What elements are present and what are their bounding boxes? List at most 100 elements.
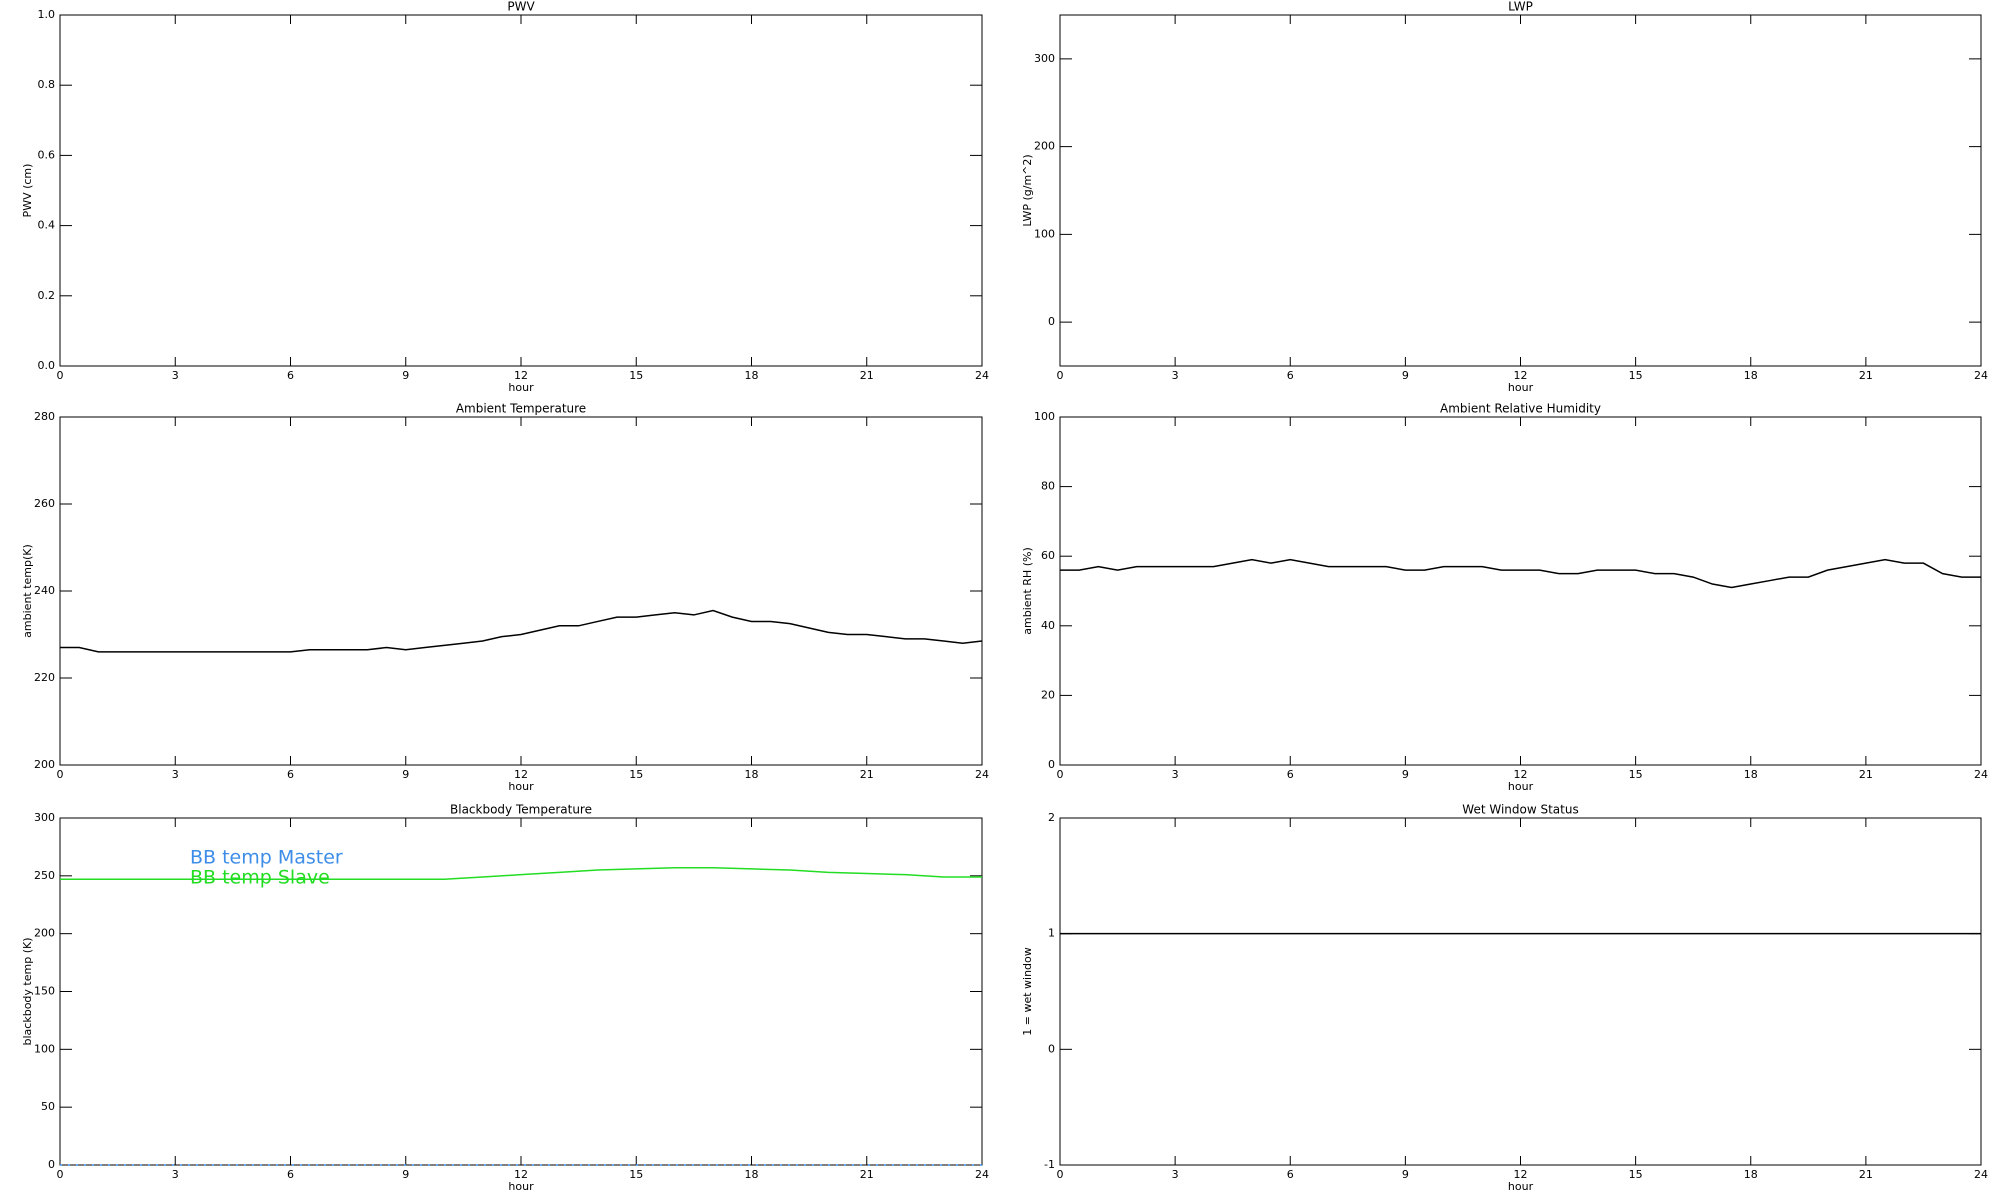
y-axis-label: PWV (cm) — [21, 164, 34, 218]
x-tick-label: 21 — [1859, 768, 1873, 781]
x-tick-label: 6 — [287, 1168, 294, 1181]
x-axis-label: hour — [508, 1180, 534, 1193]
x-tick-label: 15 — [629, 768, 643, 781]
plot-frame — [1059, 817, 1982, 1166]
x-tick-label: 21 — [1859, 1168, 1873, 1181]
x-tick-label: 3 — [1172, 369, 1179, 382]
chart-title: Wet Window Status — [1462, 803, 1578, 817]
x-tick-label: 0 — [1057, 768, 1064, 781]
x-tick-label: 9 — [1402, 768, 1409, 781]
x-tick-label: 6 — [287, 369, 294, 382]
y-axis-label: 1 = wet window — [1021, 947, 1034, 1036]
y-tick-label: 300 — [34, 811, 55, 824]
x-tick-label: 12 — [1514, 768, 1528, 781]
x-tick-label: 6 — [1287, 369, 1294, 382]
y-tick-label: 100 — [1034, 227, 1055, 240]
x-tick-label: 21 — [860, 768, 874, 781]
x-tick-label: 15 — [1629, 1168, 1643, 1181]
x-tick-label: 12 — [1514, 369, 1528, 382]
y-tick-label: 200 — [34, 927, 55, 940]
x-tick-label: 9 — [402, 1168, 409, 1181]
x-tick-label: 18 — [745, 369, 759, 382]
y-tick-label: 2 — [1048, 811, 1055, 824]
x-tick-label: 21 — [860, 369, 874, 382]
x-tick-label: 15 — [1629, 768, 1643, 781]
chart-panel: PWV hour PWV (cm) 0 3 6 9 12 15 18 21 24 0.0 0.2 0.4 0.… — [21, 0, 989, 394]
y-tick-label: 250 — [34, 869, 55, 882]
y-tick-label: 150 — [34, 985, 55, 998]
chart-title: LWP — [1508, 0, 1533, 14]
y-axis-label: ambient RH (%) — [1021, 547, 1034, 635]
y-tick-label: 0.2 — [38, 289, 56, 302]
x-tick-label: 0 — [1057, 369, 1064, 382]
x-tick-label: 18 — [745, 1168, 759, 1181]
x-tick-label: 9 — [402, 369, 409, 382]
x-tick-label: 12 — [514, 369, 528, 382]
y-tick-label: -1 — [1044, 1158, 1055, 1171]
y-tick-label: 0.6 — [38, 148, 56, 161]
x-tick-label: 6 — [1287, 768, 1294, 781]
y-tick-label: 60 — [1041, 549, 1055, 562]
y-tick-label: 0 — [1048, 1042, 1055, 1055]
x-tick-label: 15 — [629, 1168, 643, 1181]
data-line — [60, 866, 982, 881]
x-tick-label: 21 — [860, 1168, 874, 1181]
y-tick-label: 0 — [48, 1158, 55, 1171]
y-tick-label: 300 — [1034, 52, 1055, 65]
chart-panel: Ambient Temperature hour ambient temp(K) 0 3… — [21, 402, 989, 794]
y-tick-label: 0 — [1048, 315, 1055, 328]
x-axis-label: hour — [508, 381, 534, 394]
y-tick-label: 100 — [34, 1042, 55, 1055]
y-tick-label: 0.8 — [38, 78, 56, 91]
x-tick-label: 12 — [514, 768, 528, 781]
chart-title: Ambient Relative Humidity — [1440, 402, 1601, 416]
x-tick-label: 15 — [1629, 369, 1643, 382]
y-tick-label: 50 — [41, 1100, 55, 1113]
chart-panel: Wet Window Status hour 1 = wet window 0 3 6 9 1… — [1021, 803, 1988, 1194]
x-tick-label: 24 — [1974, 369, 1988, 382]
y-tick-label: 20 — [1041, 688, 1055, 701]
x-tick-label: 24 — [1974, 1168, 1988, 1181]
chart-panel: LWP hour LWP (g/m^2) 0 3 6 9 12 15 18 21 24 0 100 200 3… — [1021, 0, 1988, 394]
chart-panel: Ambient Relative Humidity hour ambient RH … — [1021, 402, 1988, 794]
y-tick-label: 1.0 — [38, 8, 56, 21]
x-tick-label: 12 — [1514, 1168, 1528, 1181]
x-tick-label: 3 — [172, 369, 179, 382]
x-tick-label: 3 — [1172, 1168, 1179, 1181]
x-tick-label: 12 — [514, 1168, 528, 1181]
x-tick-label: 24 — [1974, 768, 1988, 781]
x-tick-label: 9 — [1402, 369, 1409, 382]
x-tick-label: 24 — [975, 369, 989, 382]
y-tick-label: 40 — [1041, 619, 1055, 632]
x-tick-label: 3 — [172, 1168, 179, 1181]
y-tick-label: 0 — [1048, 758, 1055, 771]
y-axis-label: ambient temp(K) — [21, 544, 34, 638]
x-tick-label: 18 — [1744, 369, 1758, 382]
y-axis-label: blackbody temp (K) — [21, 938, 34, 1046]
x-tick-label: 3 — [172, 768, 179, 781]
y-axis-label: LWP (g/m^2) — [1021, 154, 1034, 226]
x-tick-label: 9 — [1402, 1168, 1409, 1181]
x-axis-label: hour — [1508, 780, 1534, 793]
x-tick-label: 24 — [975, 1168, 989, 1181]
y-tick-label: 240 — [34, 584, 55, 597]
y-tick-label: 1 — [1048, 927, 1055, 940]
x-tick-label: 18 — [745, 768, 759, 781]
x-tick-label: 24 — [975, 768, 989, 781]
plot-frame — [59, 14, 983, 367]
x-axis-label: hour — [1508, 1180, 1534, 1193]
plot-frame — [1059, 416, 1982, 766]
legend-entry: BB temp Master — [190, 847, 343, 869]
x-axis-label: hour — [1508, 381, 1534, 394]
y-tick-label: 200 — [34, 758, 55, 771]
y-tick-label: 0.0 — [38, 359, 56, 372]
y-tick-label: 260 — [34, 497, 55, 510]
x-tick-label: 9 — [402, 768, 409, 781]
x-tick-label: 0 — [57, 768, 64, 781]
x-tick-label: 18 — [1744, 1168, 1758, 1181]
legend-entry: BB temp Slave — [190, 867, 330, 889]
chart-panel: Blackbody Temperature hour blackbody temp … — [21, 803, 989, 1194]
x-tick-label: 21 — [1859, 369, 1873, 382]
data-line — [60, 609, 983, 653]
